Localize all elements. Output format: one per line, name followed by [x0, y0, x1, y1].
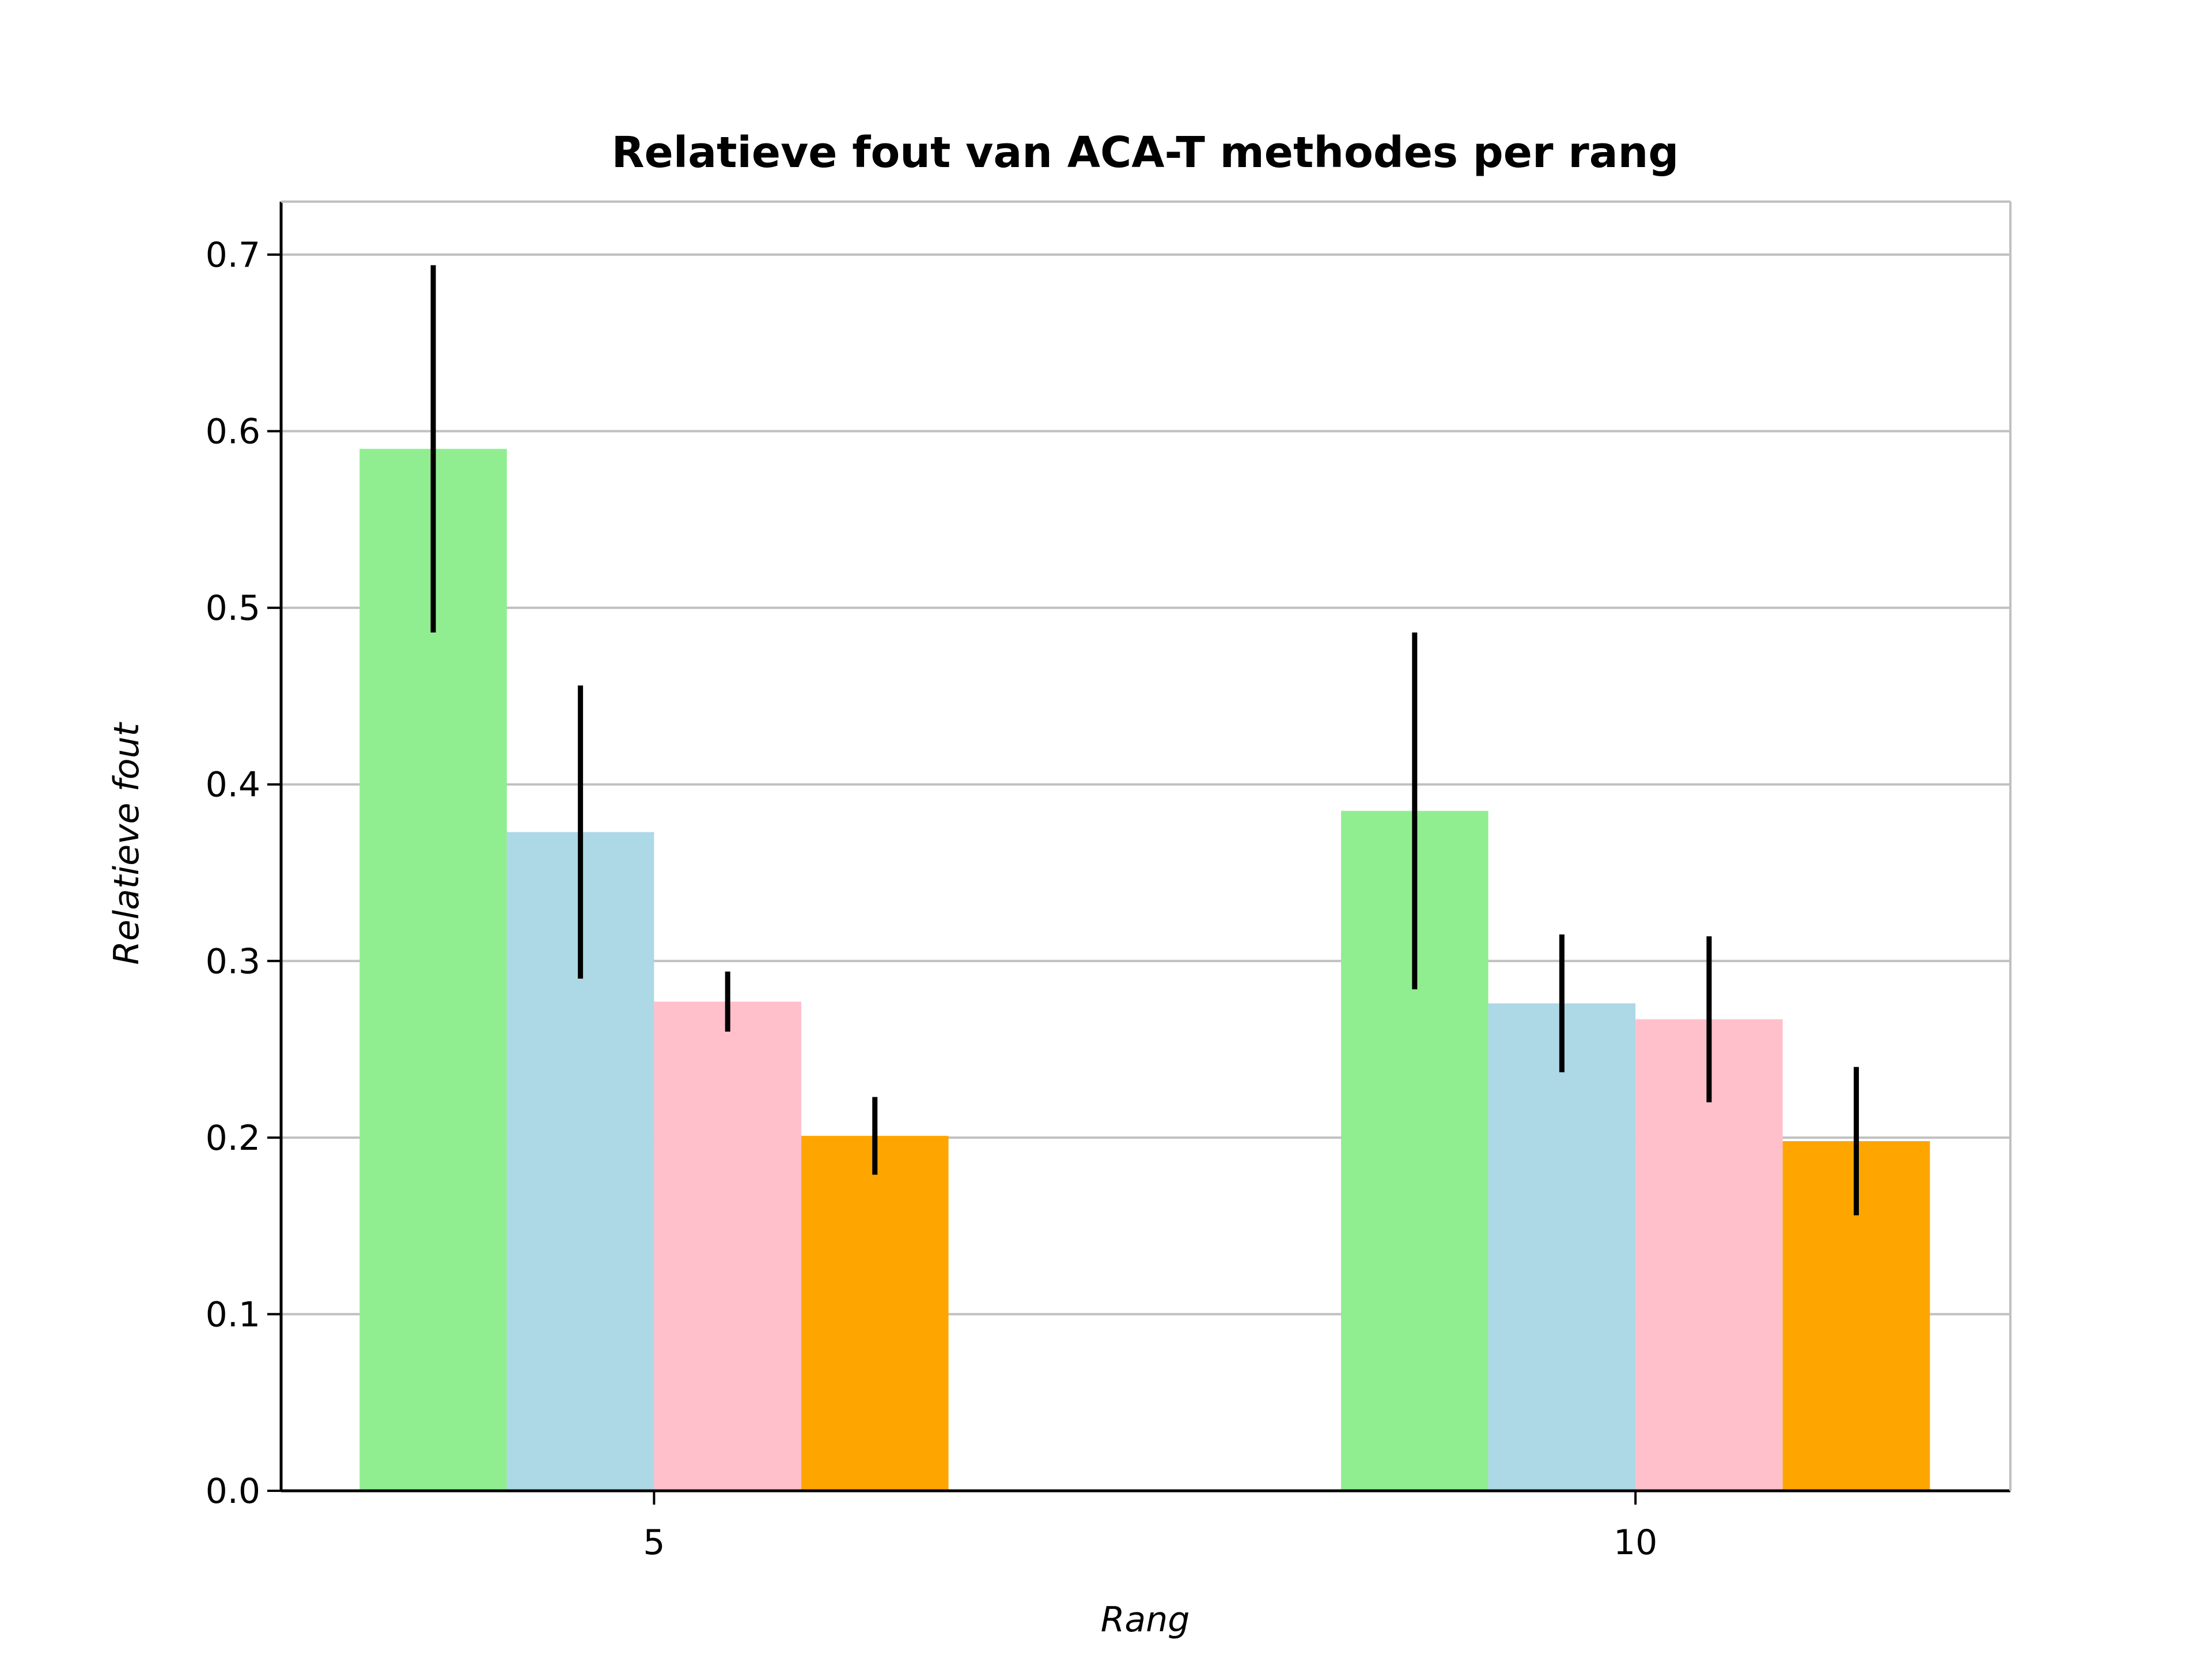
tick-labels: 0.0 0.1 0.2 0.3 0.4 0.5 0.6 0.7 5 10 — [206, 235, 1658, 1563]
y-tick-label: 0.0 — [206, 1471, 260, 1512]
bar-series-4-rank-5 — [801, 1135, 949, 1491]
y-axis-label: Relatieve fout — [107, 722, 147, 965]
bars — [359, 449, 1930, 1491]
x-tick-label: 10 — [1613, 1522, 1657, 1563]
y-tick-label: 0.1 — [206, 1294, 260, 1335]
axes — [267, 200, 2012, 1505]
error-bars — [430, 265, 1859, 1215]
bar-series-2-rank-10 — [1488, 1003, 1636, 1491]
y-tick-label: 0.5 — [206, 588, 260, 628]
y-tick-label: 0.7 — [206, 235, 260, 275]
bar-series-3-rank-5 — [654, 1001, 801, 1491]
y-tick-label: 0.3 — [206, 941, 260, 982]
y-tick-label: 0.2 — [206, 1118, 260, 1158]
y-tick-label: 0.6 — [206, 412, 260, 452]
x-tick-label: 5 — [643, 1522, 665, 1563]
x-axis-label: Rang — [1101, 1600, 1190, 1640]
chart-title: Relatieve fout van ACA-T methodes per ra… — [612, 128, 1679, 177]
y-tick-label: 0.4 — [206, 765, 260, 805]
